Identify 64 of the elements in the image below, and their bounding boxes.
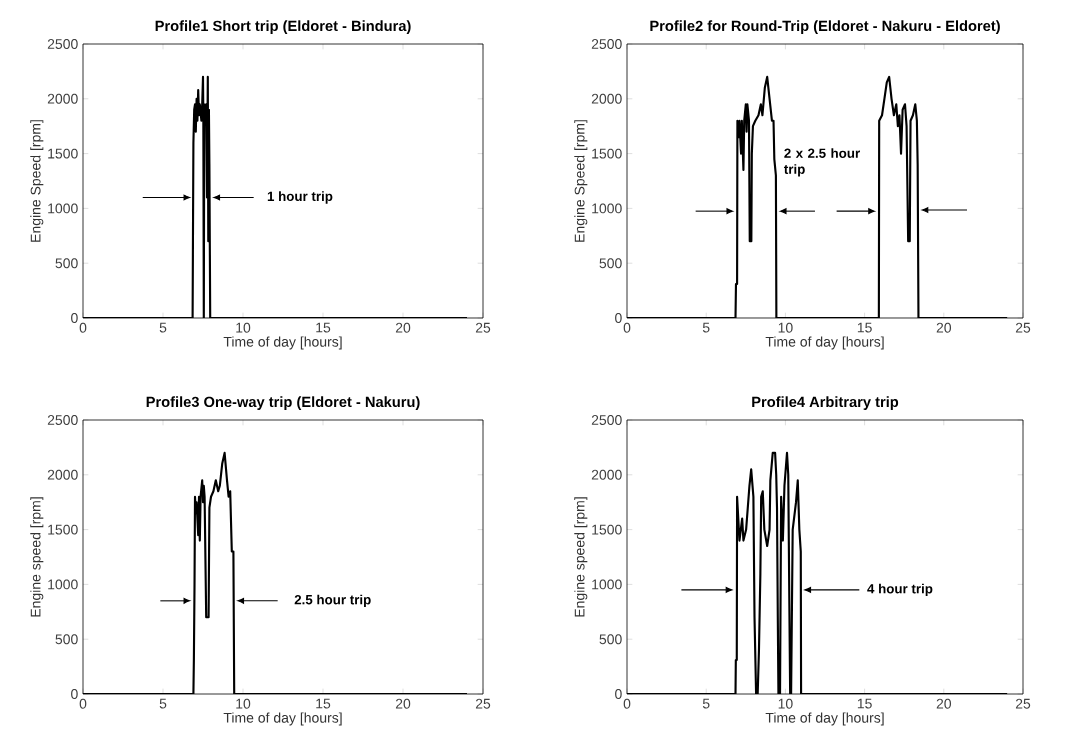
y-tick-label: 1500: [592, 524, 622, 535]
x-tick-label: 20: [395, 322, 411, 333]
y-tick-label: 0: [71, 689, 78, 699]
y-tick-label: 2500: [591, 415, 622, 425]
y-tick-label: 2000: [591, 469, 622, 480]
y-tick-label: 2500: [591, 39, 622, 49]
x-tick-label: 0: [623, 322, 631, 333]
y-tick-label: 1000: [592, 203, 622, 214]
x-axis-title: Time of day [hours]: [223, 336, 342, 350]
chart-title: Profile1 Short trip (Eldoret - Bindura): [155, 20, 411, 34]
x-tick-label: 10: [236, 322, 251, 333]
y-tick-label: 2000: [47, 93, 78, 104]
y-tick-label: 1500: [48, 524, 78, 535]
x-axis-title: Time of day [hours]: [765, 712, 884, 726]
x-tick-label: 15: [316, 698, 331, 709]
chart-title: Profile4 Arbitrary trip: [752, 396, 899, 410]
x-tick-label: 10: [236, 698, 251, 709]
y-tick-label: 0: [615, 689, 622, 699]
x-tick-label: 15: [316, 322, 331, 333]
annotation: 4 hour trip: [867, 583, 933, 597]
y-tick-label: 2500: [47, 39, 78, 49]
annotation: 2.5 hour trip: [294, 594, 371, 608]
x-tick-label: 25: [1015, 698, 1031, 709]
annotation: 2 x 2.5 hour trip: [784, 148, 860, 177]
y-tick-label: 1500: [48, 148, 78, 159]
x-tick-label: 20: [936, 698, 952, 709]
y-tick-label: 0: [615, 313, 622, 323]
y-tick-label: 500: [55, 634, 78, 645]
y-tick-label: 1000: [48, 579, 78, 590]
y-tick-label: 1500: [592, 148, 622, 159]
x-tick-label: 10: [778, 698, 793, 709]
y-tick-label: 0: [71, 313, 78, 323]
y-tick-label: 2500: [47, 415, 78, 425]
x-tick-label: 5: [159, 698, 167, 709]
y-axis-title: Engine speed [rpm]: [574, 497, 588, 617]
x-tick-label: 10: [778, 322, 793, 333]
x-axis-title: Time of day [hours]: [223, 712, 342, 726]
chart-title: Profile3 One-way trip (Eldoret - Nakuru): [146, 396, 420, 410]
y-axis-title: Engine Speed [rpm]: [30, 120, 44, 242]
x-tick-label: 20: [395, 698, 411, 709]
y-tick-label: 2000: [591, 93, 622, 104]
x-axis-title: Time of day [hours]: [765, 336, 884, 350]
x-tick-label: 25: [475, 322, 491, 333]
x-tick-label: 5: [702, 322, 710, 333]
chart-title: Profile2 for Round-Trip (Eldoret - Nakuru - Eldoret): [650, 20, 1000, 34]
x-tick-label: 15: [857, 322, 872, 333]
y-axis-title: Engine speed [rpm]: [30, 497, 44, 617]
y-tick-label: 500: [55, 258, 78, 269]
x-tick-label: 20: [936, 322, 952, 333]
y-tick-label: 1000: [48, 203, 78, 214]
x-tick-label: 15: [857, 698, 872, 709]
x-tick-label: 0: [79, 698, 87, 709]
y-tick-label: 500: [599, 634, 622, 645]
y-tick-label: 1000: [592, 579, 622, 590]
y-tick-label: 2000: [47, 469, 78, 480]
x-tick-label: 0: [623, 698, 631, 709]
x-tick-label: 0: [79, 322, 87, 333]
y-tick-label: 500: [599, 258, 622, 269]
x-tick-label: 5: [159, 322, 167, 333]
annotation: 1 hour trip: [267, 191, 333, 204]
x-tick-label: 25: [475, 698, 491, 709]
x-tick-label: 25: [1015, 322, 1031, 333]
y-axis-title: Engine Speed [rpm]: [574, 120, 588, 242]
x-tick-label: 5: [702, 698, 710, 709]
